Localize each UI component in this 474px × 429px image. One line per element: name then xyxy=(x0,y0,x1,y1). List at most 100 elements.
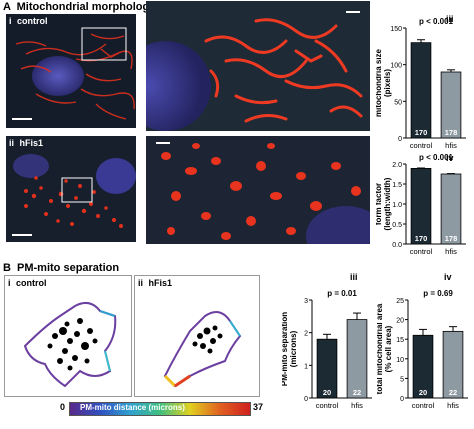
category-label: hfis xyxy=(445,247,457,256)
panel-a-title: A Mitochondrial morphology xyxy=(3,1,155,13)
category-label: hfis xyxy=(447,401,459,410)
n-label: 170 xyxy=(415,128,428,137)
y-axis-label: mitochondria size(pixels) xyxy=(376,48,392,117)
panel-a-letter: A xyxy=(3,1,11,13)
n-label: 20 xyxy=(323,388,331,397)
caption-fragment xyxy=(0,418,474,429)
control-zoom-image xyxy=(146,1,370,131)
control-distance-map: i control xyxy=(4,275,132,397)
label-hfis1: hFis1 xyxy=(19,138,44,148)
chart-b-iv-sublabel: iv xyxy=(444,272,452,282)
y-tick-label: 1.0 xyxy=(392,202,402,209)
y-tick-label: 0 xyxy=(400,396,404,403)
control-label: i control xyxy=(9,16,48,26)
mitochondria-mask xyxy=(47,318,98,371)
hfis1-zoom-micrograph xyxy=(146,136,370,244)
category-label: control xyxy=(410,247,433,256)
y-tick-label: 100 xyxy=(390,63,402,70)
scale-bar xyxy=(12,118,32,120)
y-tick-label: 0 xyxy=(304,396,308,403)
category-label: control xyxy=(410,141,433,150)
chart-a-iv-sublabel: iv xyxy=(446,153,454,163)
n-label: 22 xyxy=(449,388,457,397)
p-value-annotation: p = 0.01 xyxy=(327,289,357,298)
y-tick-label: 5 xyxy=(400,376,404,383)
p-value-annotation: p = 0.69 xyxy=(423,289,453,298)
y-tick-label: 15 xyxy=(396,337,404,344)
chart-b-iii-sublabel: iii xyxy=(350,272,358,282)
chart-form-factor: form factor(length:width) 0.0 0.5 1.0 1.5 2.0… xyxy=(376,153,466,256)
bar-control xyxy=(316,338,338,399)
hfis1-label: ii hFis1 xyxy=(9,138,43,148)
chart-a-iii-sublabel: iii xyxy=(446,14,454,24)
nucleus xyxy=(32,56,84,96)
colorbar-min: 0 xyxy=(60,402,66,412)
y-axis-label: form factor(length:width) xyxy=(376,177,392,230)
control-cell-micrograph xyxy=(6,14,136,128)
scale-bar-zoom xyxy=(156,142,170,144)
label-control: control xyxy=(17,16,48,26)
hfis1-cell-micrograph xyxy=(6,136,136,242)
category-label: hfis xyxy=(445,141,457,150)
hfis1-distance-map: ii hFis1 xyxy=(134,275,260,397)
n-label: 22 xyxy=(353,388,361,397)
hfis1-cell-image: ii hFis1 xyxy=(6,136,136,242)
sub-ii: ii xyxy=(138,278,144,288)
panel-b-letter: B xyxy=(3,262,11,274)
sub-i: i xyxy=(9,16,12,26)
category-label: control xyxy=(412,401,435,410)
colorbar: 0 PM-mito distance (microns) 37 xyxy=(60,400,268,416)
y-tick-label: 50 xyxy=(394,99,402,106)
colorbar-gradient xyxy=(69,402,251,416)
y-tick-label: 1.5 xyxy=(392,182,402,189)
chart-pm-mito-separation: PM-mito separation(microns) 0 1 2 3 20 control… xyxy=(282,289,372,410)
zoom-box xyxy=(61,177,93,203)
p-value-annotation: p < 0.001 xyxy=(419,17,454,26)
y-tick-label: 20 xyxy=(396,318,404,325)
n-label: 20 xyxy=(419,388,427,397)
n-label: 178 xyxy=(445,128,458,137)
mitochondria-puncta-zoom xyxy=(161,143,361,240)
p-value-annotation: p < 0.001 xyxy=(419,153,454,162)
chart-total-mito-area: total mitochondrial area(% cell area) 0 5 1… xyxy=(377,289,468,410)
y-tick-label: 10 xyxy=(396,357,404,364)
control-cell-outline xyxy=(23,301,117,388)
y-tick-label: 2.0 xyxy=(392,162,402,169)
colorbar-max: 37 xyxy=(253,402,264,412)
y-tick-label: 0 xyxy=(398,136,402,143)
label-hfis1: hFis1 xyxy=(148,278,173,288)
category-label: hfis xyxy=(351,401,363,410)
panel-a-title-text: Mitochondrial morphology xyxy=(16,1,156,13)
control-cell-image: i control xyxy=(6,14,136,128)
y-tick-label: 0.5 xyxy=(392,222,402,229)
hfis1-zoom-image xyxy=(146,136,370,244)
bar-control xyxy=(410,167,432,245)
label-control: control xyxy=(16,278,47,288)
bar-control xyxy=(410,42,432,139)
zoom-box xyxy=(81,27,127,61)
nucleus-zoom xyxy=(146,41,211,131)
control-zoom-micrograph xyxy=(146,1,370,131)
mitochondria-puncta xyxy=(24,176,123,228)
y-tick-label: 25 xyxy=(396,298,404,305)
y-axis-label: PM-mito separation(microns) xyxy=(282,312,298,386)
panel-b-title-text: PM-mito separation xyxy=(17,262,120,274)
y-tick-label: 2 xyxy=(304,331,308,338)
control-map-label: i control xyxy=(8,278,47,288)
scale-bar-zoom xyxy=(346,11,360,13)
sub-i: i xyxy=(8,278,11,288)
hfis1-map-label: ii hFis1 xyxy=(138,278,172,288)
bar-hfis xyxy=(346,319,368,399)
mitochondria-mask xyxy=(192,325,223,354)
chart-mitochondria-size: mitochondria size(pixels) 0 50 100 150 170 con… xyxy=(376,17,466,150)
n-label: 178 xyxy=(445,234,458,243)
y-tick-label: 150 xyxy=(390,26,402,33)
category-label: control xyxy=(316,401,339,410)
hfis1-cell-outline xyxy=(163,311,242,388)
mitochondria-zoom xyxy=(204,18,363,123)
scale-bar xyxy=(12,234,32,236)
y-tick-label: 0.0 xyxy=(392,242,402,249)
y-axis-label: total mitochondrial area(% cell area) xyxy=(377,303,393,394)
panel-b-title: B PM-mito separation xyxy=(3,262,119,274)
y-tick-label: 1 xyxy=(304,363,308,370)
